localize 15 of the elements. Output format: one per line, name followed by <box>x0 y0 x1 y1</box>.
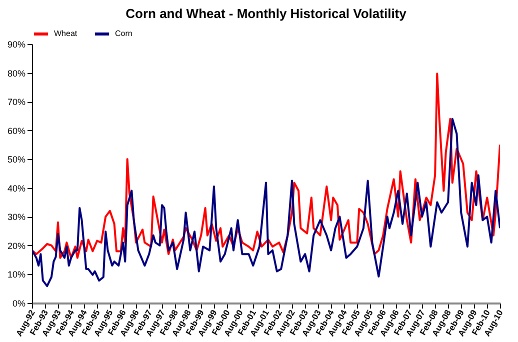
legend-label: Wheat <box>54 29 78 38</box>
y-tick-label: 20% <box>7 240 26 251</box>
y-tick-label: 40% <box>7 183 26 194</box>
chart-title: Corn and Wheat - Monthly Historical Volatility <box>126 6 408 21</box>
y-tick-label: 50% <box>7 154 26 165</box>
y-tick-label: 10% <box>7 270 26 280</box>
y-tick-label: 90% <box>7 40 26 50</box>
y-tick-label: 0% <box>12 298 26 308</box>
y-tick-label: 70% <box>7 97 26 108</box>
legend-label: Corn <box>115 29 132 38</box>
y-tick-label: 30% <box>7 212 26 222</box>
y-tick-label: 80% <box>7 68 26 78</box>
line-series <box>32 118 500 288</box>
line-series <box>32 72 500 259</box>
y-tick-label: 60% <box>7 126 26 136</box>
